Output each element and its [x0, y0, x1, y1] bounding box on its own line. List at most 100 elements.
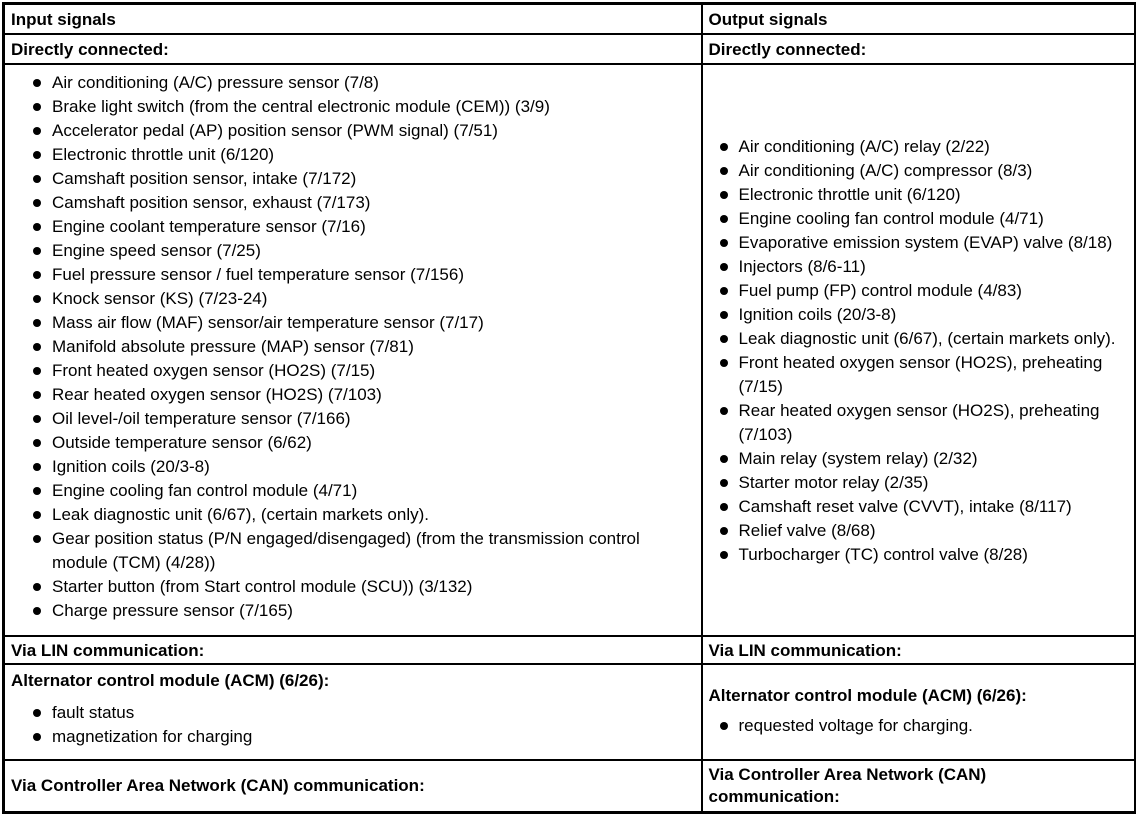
- signal-list-item: Air conditioning (A/C) pressure sensor (…: [6, 71, 699, 95]
- signal-list-item: Mass air flow (MAF) sensor/air temperatu…: [6, 311, 699, 335]
- signal-item-label: Air conditioning (A/C) relay (2/22): [738, 137, 990, 157]
- signal-item-label: Fuel pump (FP) control module (4/83): [738, 281, 1022, 301]
- signal-item-label: Camshaft position sensor, intake (7/172): [52, 169, 357, 189]
- input-signals-cell: Air conditioning (A/C) pressure sensor (…: [2, 63, 703, 638]
- signal-list-item: Manifold absolute pressure (MAP) sensor …: [6, 335, 699, 359]
- signal-item-label: Accelerator pedal (AP) position sensor (…: [52, 121, 498, 141]
- bullet-icon: [33, 607, 41, 616]
- signal-item-label: Electronic throttle unit (6/120): [52, 145, 275, 165]
- signal-item-label: Air conditioning (A/C) pressure sensor (…: [52, 73, 379, 93]
- signal-item-label: Main relay (system relay) (2/32): [738, 449, 978, 469]
- signal-list-item: Electronic throttle unit (6/120): [6, 143, 699, 167]
- signal-list-item: Starter button (from Start control modul…: [6, 575, 699, 599]
- bullet-icon: [33, 247, 41, 256]
- signal-item-label: Starter motor relay (2/35): [738, 473, 929, 493]
- bullet-icon: [33, 709, 41, 718]
- bullet-icon: [719, 143, 728, 152]
- bullet-icon: [719, 287, 728, 296]
- acm-item-label: requested voltage for charging.: [738, 716, 973, 736]
- output-acm-cell: Alternator control module (ACM) (6/26): …: [700, 663, 1136, 761]
- bullet-icon: [33, 511, 41, 520]
- signal-item-label: Front heated oxygen sensor (HO2S), prehe…: [738, 353, 1103, 397]
- signal-item-label: Camshaft position sensor, exhaust (7/173…: [52, 193, 371, 213]
- bullet-icon: [33, 103, 41, 112]
- signal-list-item: Engine cooling fan control module (4/71): [6, 479, 699, 503]
- input-via-can-label: Via Controller Area Network (CAN) commun…: [11, 775, 425, 795]
- signal-list-item: Front heated oxygen sensor (HO2S), prehe…: [704, 351, 1133, 399]
- output-via-lin-label: Via LIN communication:: [700, 635, 1136, 666]
- table-header-row: Input signals Output signals: [2, 2, 1136, 35]
- bullet-icon: [33, 535, 41, 544]
- output-signals-header: Output signals: [700, 2, 1136, 35]
- input-acm-cell: Alternator control module (ACM) (6/26): …: [2, 663, 703, 761]
- signal-list-item: Turbocharger (TC) control valve (8/28): [704, 543, 1133, 567]
- bullet-icon: [33, 79, 41, 88]
- input-directly-connected-label: Directly connected:: [2, 32, 703, 66]
- signal-list-item: Leak diagnostic unit (6/67), (certain ma…: [704, 327, 1133, 351]
- bullet-icon: [719, 479, 728, 488]
- input-acm-list: fault status magnetization for charging: [6, 691, 700, 753]
- bullet-icon: [33, 583, 41, 592]
- signal-list-item: Injectors (8/6-11): [704, 255, 1133, 279]
- signal-list-item: Leak diagnostic unit (6/67), (certain ma…: [6, 503, 699, 527]
- signal-list-item: Engine coolant temperature sensor (7/16): [6, 215, 699, 239]
- bullet-icon: [33, 487, 41, 496]
- signal-item-label: Evaporative emission system (EVAP) valve…: [738, 233, 1113, 253]
- signal-item-label: Turbocharger (TC) control valve (8/28): [738, 545, 1028, 565]
- input-via-lin-label: Via LIN communication:: [2, 635, 703, 666]
- signal-item-label: Ignition coils (20/3-8): [738, 305, 897, 325]
- bullet-icon: [33, 415, 41, 424]
- bullet-icon: [719, 359, 728, 368]
- bullet-icon: [719, 455, 728, 464]
- signal-lists-row: Air conditioning (A/C) pressure sensor (…: [2, 63, 1136, 638]
- output-directly-connected-label: Directly connected:: [700, 32, 1136, 66]
- acm-item-label: fault status: [52, 703, 135, 723]
- bullet-icon: [719, 215, 728, 224]
- signal-list-item: Relief valve (8/68): [704, 519, 1133, 543]
- signal-list-item: Oil level-/oil temperature sensor (7/166…: [6, 407, 699, 431]
- signal-list-item: Main relay (system relay) (2/32): [704, 447, 1133, 471]
- signal-item-label: Outside temperature sensor (6/62): [52, 433, 312, 453]
- bullet-icon: [719, 335, 728, 344]
- signal-list-item: Camshaft position sensor, exhaust (7/173…: [6, 191, 699, 215]
- signal-item-label: Relief valve (8/68): [738, 521, 876, 541]
- directly-connected-row: Directly connected: Directly connected:: [2, 32, 1136, 66]
- signal-item-label: Electronic throttle unit (6/120): [738, 185, 961, 205]
- signal-list-item: Knock sensor (KS) (7/23-24): [6, 287, 699, 311]
- signal-item-label: Charge pressure sensor (7/165): [52, 601, 293, 621]
- bullet-icon: [33, 439, 41, 448]
- signal-list-item: Accelerator pedal (AP) position sensor (…: [6, 119, 699, 143]
- signal-item-label: Engine cooling fan control module (4/71): [52, 481, 358, 501]
- signal-list-item: Starter motor relay (2/35): [704, 471, 1133, 495]
- bullet-icon: [719, 311, 728, 320]
- signal-list-item: Camshaft position sensor, intake (7/172): [6, 167, 699, 191]
- bullet-icon: [719, 167, 728, 176]
- signal-item-label: Leak diagnostic unit (6/67), (certain ma…: [738, 329, 1116, 349]
- signal-list-item: Air conditioning (A/C) compressor (8/3): [704, 159, 1133, 183]
- bullet-icon: [33, 175, 41, 184]
- acm-item-label: magnetization for charging: [52, 727, 253, 747]
- signal-list-item: Ignition coils (20/3-8): [704, 303, 1133, 327]
- signal-list-item: Gear position status (P/N engaged/diseng…: [6, 527, 699, 575]
- acm-row: Alternator control module (ACM) (6/26): …: [2, 663, 1136, 761]
- output-via-can-label: Via Controller Area Network (CAN) commun…: [708, 764, 987, 806]
- bullet-icon: [33, 271, 41, 280]
- bullet-icon: [33, 343, 41, 352]
- signal-list-item: Brake light switch (from the central ele…: [6, 95, 699, 119]
- signal-item-label: Oil level-/oil temperature sensor (7/166…: [52, 409, 351, 429]
- bullet-icon: [33, 367, 41, 376]
- bullet-icon: [719, 722, 728, 731]
- output-signals-cell: Air conditioning (A/C) relay (2/22) Air …: [700, 63, 1136, 638]
- signal-list-item: Fuel pressure sensor / fuel temperature …: [6, 263, 699, 287]
- signal-item-label: Mass air flow (MAF) sensor/air temperatu…: [52, 313, 484, 333]
- output-acm-list: requested voltage for charging.: [704, 706, 1134, 738]
- bullet-icon: [33, 463, 41, 472]
- output-signals-list: Air conditioning (A/C) relay (2/22) Air …: [704, 129, 1134, 571]
- bullet-icon: [33, 391, 41, 400]
- signal-item-label: Front heated oxygen sensor (HO2S) (7/15): [52, 361, 376, 381]
- signal-list-item: Ignition coils (20/3-8): [6, 455, 699, 479]
- via-lin-row: Via LIN communication: Via LIN communica…: [2, 635, 1136, 666]
- signal-item-label: Camshaft reset valve (CVVT), intake (8/1…: [738, 497, 1072, 517]
- bullet-icon: [33, 199, 41, 208]
